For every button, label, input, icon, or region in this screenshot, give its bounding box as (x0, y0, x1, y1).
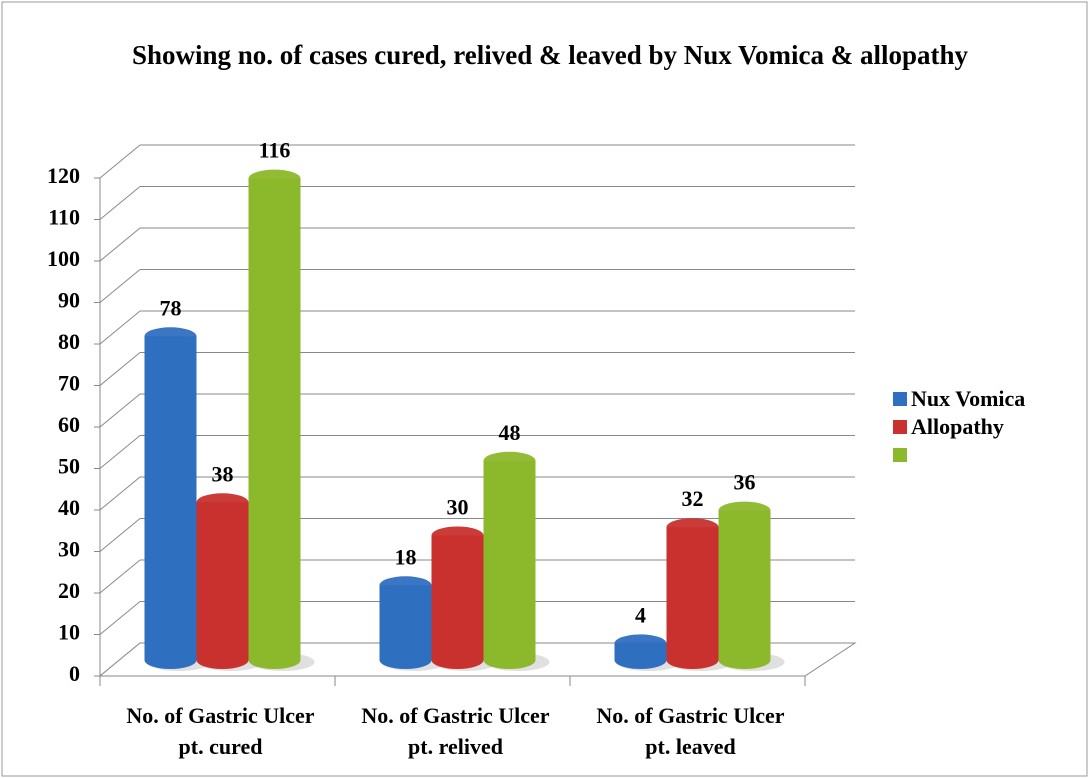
bar (248, 178, 301, 660)
bar-top (379, 576, 432, 595)
data-label: 116 (259, 138, 291, 163)
y-tick-label: 100 (47, 246, 80, 271)
grid-line (99, 269, 141, 303)
legend-swatch (893, 392, 907, 406)
y-tick-label: 40 (58, 495, 80, 520)
grid-line (99, 227, 141, 262)
y-tick-label: 20 (58, 578, 80, 603)
legend-label: Allopathy (911, 414, 1004, 439)
grid-line (99, 186, 141, 220)
y-tick-label: 90 (58, 288, 80, 313)
bar-top (431, 526, 484, 545)
legend-swatch (893, 448, 907, 462)
bar-top (144, 327, 197, 346)
legend-entry: Nux Vomica (893, 386, 1033, 412)
y-tick-label: 30 (58, 537, 80, 562)
grid-line (99, 144, 141, 179)
x-tick-label: No. of Gastric Ulcer pt. cured (126, 703, 315, 759)
grid-line (99, 352, 141, 386)
bar (144, 336, 197, 660)
legend-entry (893, 442, 1033, 464)
bar (666, 527, 719, 660)
y-tick-label: 10 (58, 620, 80, 645)
grid-line (99, 476, 141, 511)
y-tick-label: 110 (48, 205, 80, 230)
grid-line (99, 559, 141, 594)
data-label: 18 (395, 544, 417, 569)
y-tick-label: 50 (58, 454, 80, 479)
y-tick-label: 70 (58, 371, 80, 396)
grid-line (99, 310, 141, 345)
data-label: 4 (635, 602, 646, 627)
y-tick-label: 80 (58, 329, 80, 354)
data-label: 78 (160, 295, 182, 320)
bar-top (248, 169, 301, 188)
grid-line (99, 518, 141, 552)
legend: Nux Vomica Allopathy (893, 386, 1033, 466)
data-label: 36 (734, 470, 756, 495)
bar-top (483, 451, 536, 470)
y-tick-label: 120 (47, 163, 80, 188)
data-label: 30 (447, 495, 469, 520)
x-tick-label: No. of Gastric Ulcer pt. relived (361, 703, 550, 759)
bar (379, 585, 432, 660)
data-label: 48 (499, 420, 521, 445)
bar-top (666, 518, 719, 537)
x-tick-label: No. of Gastric Ulcer pt. leaved (596, 703, 785, 759)
grid-line (99, 393, 141, 428)
bar (718, 510, 771, 660)
chart-title: Showing no. of cases cured, relived & le… (131, 40, 969, 70)
bar-top (718, 501, 771, 520)
bar (483, 460, 536, 660)
legend-label: Nux Vomica (911, 386, 1026, 411)
y-tick-label: 0 (69, 661, 80, 686)
bar (431, 535, 484, 660)
bar (196, 502, 249, 660)
grid-line (99, 601, 141, 635)
y-tick-label: 60 (58, 412, 80, 437)
legend-entry: Allopathy (893, 414, 1033, 440)
legend-swatch (893, 420, 907, 434)
data-label: 38 (212, 461, 234, 486)
data-label: 32 (682, 486, 704, 511)
grid-line (99, 435, 141, 469)
bar-top (614, 634, 667, 653)
bar-top (196, 493, 249, 512)
